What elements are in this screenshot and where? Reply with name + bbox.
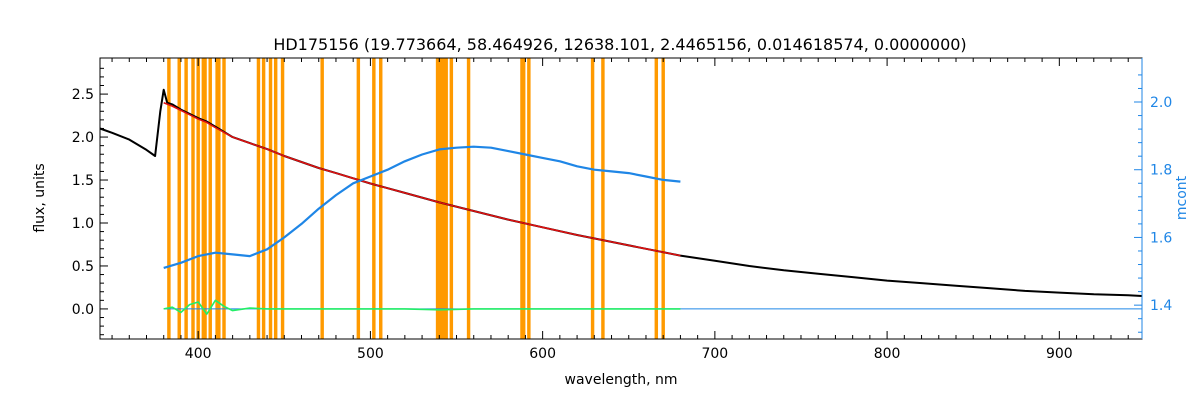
- mask-region: [601, 58, 605, 339]
- mask-region: [356, 58, 361, 339]
- x-tick-label: 700: [701, 346, 728, 362]
- mask-region: [379, 58, 383, 339]
- y-tick-label: 1.5: [72, 173, 94, 189]
- x-tick-label: 800: [874, 346, 901, 362]
- mask-region: [273, 58, 278, 339]
- y-tick-label: 2.0: [72, 130, 94, 146]
- x-axis: 400 500 600 700 800 900: [111, 58, 1129, 362]
- y-tick-label: 2.5: [72, 87, 94, 103]
- mask-region: [167, 58, 171, 339]
- mask-region: [435, 58, 448, 339]
- x-tick-label: 500: [357, 346, 384, 362]
- mask-region: [449, 58, 454, 339]
- x-tick-label: 900: [1046, 346, 1073, 362]
- y2-tick-label: 2.0: [1150, 95, 1172, 111]
- plot-frame: [99, 57, 1143, 340]
- y-tick-label: 1.0: [72, 216, 94, 232]
- mask-region: [256, 58, 261, 339]
- mask-region: [320, 58, 324, 339]
- y2-tick-label: 1.6: [1150, 230, 1172, 246]
- mask-region: [184, 58, 188, 339]
- mask-regions: [167, 58, 665, 339]
- mask-region: [191, 58, 195, 339]
- mask-region: [215, 58, 221, 339]
- mask-region: [654, 58, 659, 339]
- series-mcont-line: [163, 145, 681, 269]
- y2-axis-label: mcont: [1174, 175, 1190, 220]
- mask-region: [201, 58, 207, 339]
- mask-region: [261, 58, 266, 339]
- y2-tick-label: 1.4: [1150, 298, 1172, 314]
- y-axis-right: 1.4 1.6 1.8 2.0: [1134, 58, 1172, 339]
- series-model-line: [163, 101, 681, 257]
- series-residual-line: [163, 299, 681, 315]
- mask-region: [268, 58, 273, 339]
- x-tick-label: 600: [529, 346, 556, 362]
- y-tick-label: 0.0: [72, 302, 94, 318]
- mask-region: [177, 58, 181, 339]
- mask-region: [196, 58, 200, 339]
- mask-region: [466, 58, 471, 339]
- x-tick-label: 400: [185, 346, 212, 362]
- mask-region: [280, 58, 285, 339]
- chart-title: HD175156 (19.773664, 58.464926, 12638.10…: [273, 35, 966, 54]
- mask-region: [590, 58, 595, 339]
- mask-region: [661, 58, 665, 339]
- plot-area: [99, 88, 1143, 315]
- mask-region: [222, 58, 226, 339]
- series-layer: [99, 88, 1143, 315]
- series-observed-line: [99, 88, 1143, 297]
- y-axis-left: 0.0 0.5 1.0 1.5 2.0 2.5: [72, 67, 108, 336]
- mask-region: [208, 58, 212, 339]
- mask-region: [527, 58, 531, 339]
- y2-tick-label: 1.8: [1150, 163, 1172, 179]
- y-axis-label: flux, units: [32, 163, 48, 232]
- x-axis-label: wavelength, nm: [565, 372, 678, 388]
- mask-region: [372, 58, 376, 339]
- mask-region: [520, 58, 526, 339]
- y-tick-label: 0.5: [72, 259, 94, 275]
